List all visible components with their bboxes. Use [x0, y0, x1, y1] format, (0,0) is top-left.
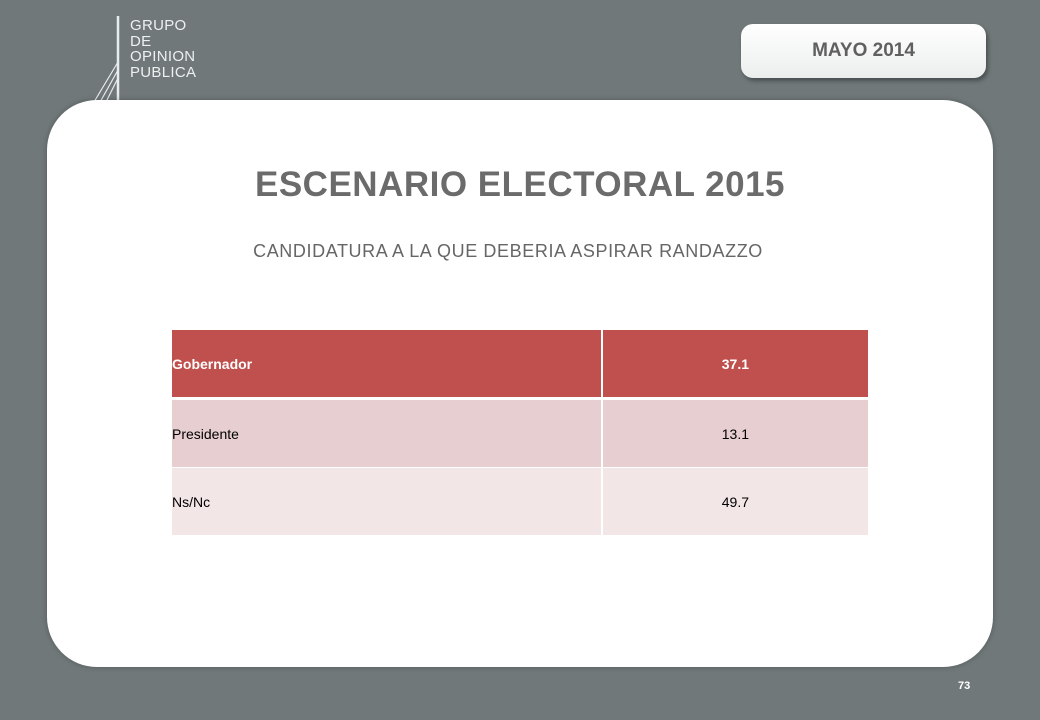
- page-number: 73: [958, 680, 971, 692]
- table-row: Gobernador 37.1: [172, 330, 868, 400]
- table-cell-value: 49.7: [601, 467, 868, 536]
- logo: GRUPO DE OPINION PUBLICA: [92, 12, 202, 112]
- page-title: ESCENARIO ELECTORAL 2015: [254, 165, 785, 204]
- table-cell-label: Gobernador: [172, 330, 603, 400]
- logo-line: PUBLICA: [130, 63, 197, 81]
- logo-mark-icon: [93, 16, 120, 108]
- logo-line: OPINION: [130, 48, 196, 65]
- table-cell-label: Presidente: [172, 398, 603, 468]
- logo-text: GRUPO DE OPINION PUBLICA: [130, 18, 196, 80]
- table-cell-value: 13.1: [601, 398, 868, 468]
- table-row: Presidente 13.1: [172, 398, 868, 468]
- date-badge: MAYO 2014: [741, 24, 986, 78]
- logo-line: DE: [130, 32, 152, 50]
- logo-line: GRUPO: [130, 17, 187, 34]
- table-cell-label: Ns/Nc: [172, 467, 603, 536]
- page-subtitle: CANDIDATURA A LA QUE DEBERIA ASPIRAR RAN…: [253, 241, 763, 261]
- results-table: Gobernador 37.1 Presidente 13.1 Ns/Nc 49…: [172, 330, 868, 536]
- table-row: Ns/Nc 49.7: [172, 467, 868, 536]
- table-cell-value: 37.1: [601, 330, 868, 400]
